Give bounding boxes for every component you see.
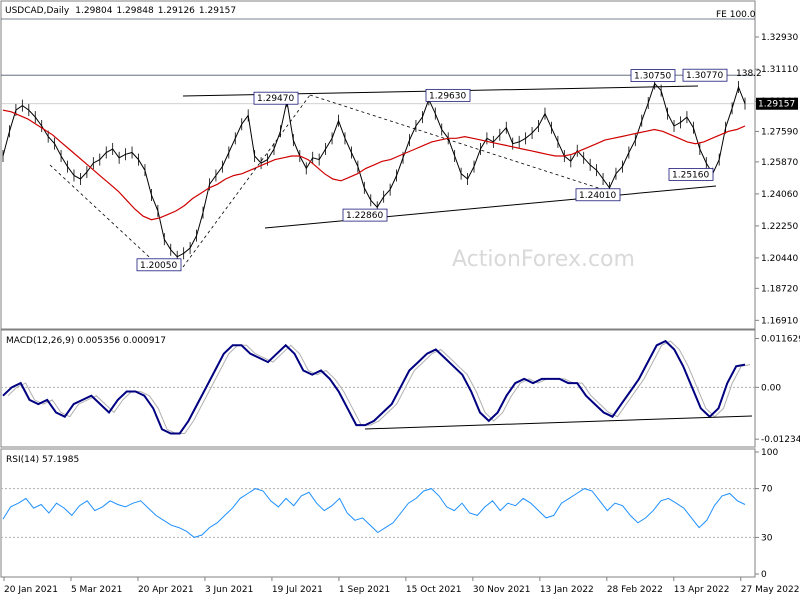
x-tick-label: 13 Apr 2022 xyxy=(674,585,730,595)
price-lines xyxy=(2,77,746,268)
annotation-box xyxy=(630,69,676,82)
annotation-label: 1.29630 xyxy=(429,91,466,101)
rsi-panel-frame xyxy=(0,448,756,578)
annotation-box xyxy=(575,188,621,202)
dashed-line-1 xyxy=(49,164,161,268)
annotation-box xyxy=(342,208,388,222)
annotation-box xyxy=(682,68,728,82)
annotation-label: 1.24010 xyxy=(579,191,616,201)
rsi-tick-label: 100 xyxy=(761,448,778,458)
macd-tick-label: -0.012348 xyxy=(761,435,800,445)
macd-line xyxy=(2,339,746,435)
macd-layer: 0.011629 0.00 -0.012348 xyxy=(1,334,800,445)
x-tick-label: 1 Sep 2021 xyxy=(339,585,390,595)
price-panel-frame xyxy=(0,0,756,330)
annotation-box xyxy=(136,258,182,272)
price-tick-label: 1.22250 xyxy=(761,222,798,232)
lower-trendline xyxy=(264,185,717,229)
annotation-label: 1.22860 xyxy=(346,211,383,221)
annotation-label: 1.29470 xyxy=(257,94,294,104)
rsi-header: RSI(14) 57.1985 xyxy=(6,455,79,465)
rsi-tick-label: 30 xyxy=(761,533,773,543)
fe-label: FE 100.0 xyxy=(716,10,756,20)
x-tick-label: 3 Jun 2021 xyxy=(205,585,253,595)
macd-header: MACD(12,26,9) 0.005356 0.000917 xyxy=(6,336,166,346)
price-tick-label: 1.31110 xyxy=(761,65,798,75)
last-price-label: 1.29157 xyxy=(758,100,795,110)
rsi-line xyxy=(2,488,746,538)
annotation-label: 1.25160 xyxy=(672,170,709,180)
price-tick-label: 1.27590 xyxy=(761,127,798,137)
x-tick-label: 5 Mar 2021 xyxy=(71,585,122,595)
annotation-label: 1.30750 xyxy=(634,72,671,82)
x-tick-label: 20 Jan 2021 xyxy=(4,585,58,595)
price-tick-label: 1.16910 xyxy=(761,316,798,326)
x-tick-label: 28 Feb 2022 xyxy=(607,585,663,595)
watermark: ActionForex.com xyxy=(452,247,635,272)
x-tick-label: 15 Oct 2021 xyxy=(406,585,462,595)
annotation-label: 1.20050 xyxy=(140,261,177,271)
dashed-line-3 xyxy=(309,94,621,196)
x-axis: 20 Jan 2021 5 Mar 2021 20 Apr 2021 3 Jun 20… xyxy=(3,577,800,595)
price-tick-label: 1.24060 xyxy=(761,190,798,200)
price-tick-label: 1.20440 xyxy=(761,254,798,264)
macd-panel-frame xyxy=(0,329,756,448)
price-series-line xyxy=(2,82,746,258)
price-tick-label: 1.18720 xyxy=(761,284,798,294)
price-axis: 1.329301.311101.293001.275901.258701.240… xyxy=(755,33,798,326)
fe-partial-label: 138.2 xyxy=(736,69,762,79)
rsi-tick-label: 70 xyxy=(761,485,773,495)
x-tick-label: 19 Jul 2021 xyxy=(272,585,323,595)
last-price-box xyxy=(756,97,798,110)
moving-average-line xyxy=(2,109,746,221)
macd-tick-label: 0.00 xyxy=(761,383,781,393)
price-tick-label: 1.32930 xyxy=(761,33,798,43)
rsi-layer: 100 70 30 0 xyxy=(1,448,778,580)
price-annotations: 1.20050 1.29470 1.22860 1.29630 1.24010 1.307… xyxy=(136,68,762,272)
annotation-label: 1.30770 xyxy=(686,71,723,81)
macd-trendline xyxy=(364,415,753,430)
symbol-header: USDCAD,Daily 1.29804 1.29848 1.29126 1.29157 xyxy=(5,6,236,16)
price-tick-label: 1.25870 xyxy=(761,158,798,168)
x-tick-label: 13 Jan 2022 xyxy=(540,585,594,595)
rsi-tick-label: 0 xyxy=(761,570,767,580)
x-tick-label: 30 Nov 2021 xyxy=(473,585,531,595)
macd-tick-label: 0.011629 xyxy=(761,334,800,344)
annotation-box xyxy=(425,88,471,102)
price-grid xyxy=(1,18,755,105)
x-tick-label: 27 May 2022 xyxy=(741,585,800,595)
x-tick-label: 20 Apr 2021 xyxy=(138,585,194,595)
annotation-box xyxy=(668,168,714,181)
annotation-box xyxy=(253,91,299,105)
